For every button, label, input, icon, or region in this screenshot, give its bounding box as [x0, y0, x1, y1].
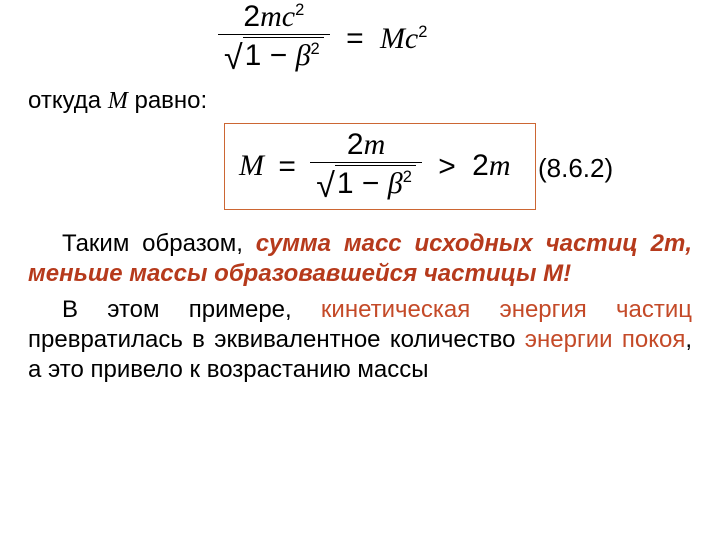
paragraph-1: Таким образом, сумма масс исходных части…: [28, 229, 692, 289]
lead-line: откуда М равно:: [28, 87, 692, 115]
lead-M: М: [108, 88, 128, 114]
para2-b: кинетическая энергия частиц: [321, 296, 692, 323]
sqrt-icon: √: [224, 39, 243, 77]
eq2-den-one: 1: [337, 167, 354, 200]
eq1-rhs-exp: 2: [418, 23, 427, 41]
eq2-den-exp: 2: [403, 168, 412, 186]
eq2-num-coeff: 2: [347, 128, 364, 161]
eq1-fraction: 2mc2 √1 − β2: [218, 2, 330, 75]
eq2-rhs-coeff: 2: [472, 150, 489, 183]
eq2-fraction: 2m √1 − β2: [310, 130, 422, 203]
eq1-num-var: mc: [260, 0, 295, 33]
eq2-eq: =: [272, 150, 302, 183]
equation-1: 2mc2 √1 − β2 = Mc2: [218, 2, 692, 75]
para1-lead: Таким образом,: [62, 230, 256, 257]
lead-pre: откуда: [28, 87, 108, 114]
boxed-equation-row: M = 2m √1 − β2 > 2m (8.6.2): [28, 123, 692, 219]
eq2-den-minus: −: [362, 167, 380, 200]
paragraph-2: В этом примере, кинетическая энергия час…: [28, 295, 692, 385]
equation-2-box: M = 2m √1 − β2 > 2m: [224, 123, 536, 210]
eq2-lhs: M: [239, 150, 264, 183]
sqrt-icon: √: [316, 167, 335, 205]
para2-a: В этом примере,: [62, 296, 321, 323]
eq2-rhs-var: m: [489, 150, 511, 183]
eq1-equals: =: [338, 22, 372, 55]
eq1-den-one: 1: [245, 39, 262, 72]
eq2-num-var: m: [364, 128, 386, 161]
eq1-den-minus: −: [270, 39, 288, 72]
para2-c: превратилась в эквивалентное количество: [28, 326, 525, 353]
eq2-gt: >: [430, 150, 464, 183]
eq1-den-beta: β: [296, 39, 311, 72]
eq1-rhs-var: Mc: [380, 22, 418, 55]
lead-post: равно:: [128, 87, 207, 114]
eq1-num-coeff: 2: [243, 0, 260, 33]
eq1-den-exp: 2: [311, 40, 320, 58]
equation-reference: (8.6.2): [538, 153, 613, 184]
eq1-num-exp: 2: [295, 1, 304, 19]
para2-d: энергии покоя: [525, 326, 686, 353]
eq2-den-beta: β: [388, 167, 403, 200]
